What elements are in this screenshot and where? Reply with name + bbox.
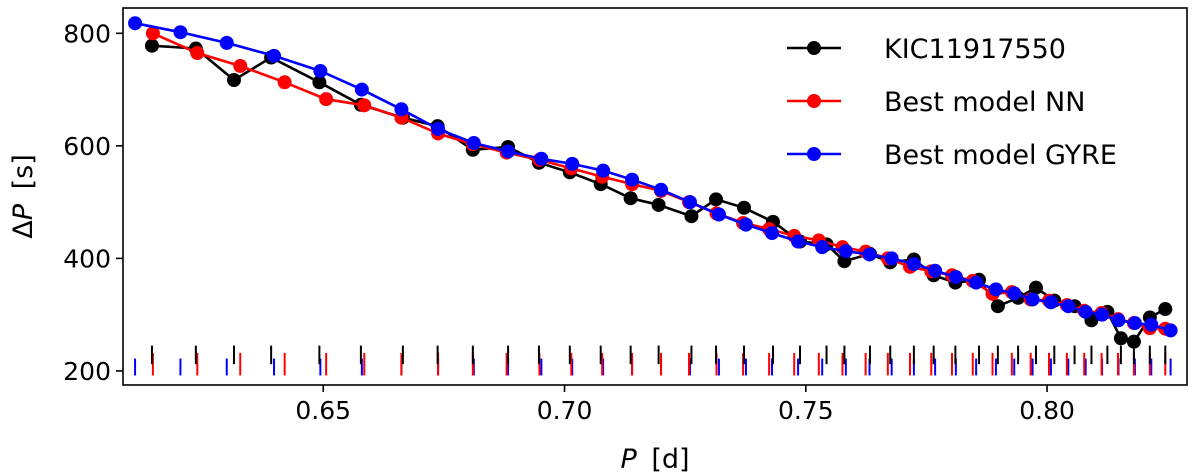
x-tick-label: 0.70: [537, 396, 593, 425]
data-point-gyre: [128, 16, 143, 31]
x-tick-label: 0.80: [1019, 396, 1075, 425]
y-tick-label: 400: [63, 244, 111, 273]
data-point-gyre: [948, 269, 963, 284]
data-point-gyre: [1144, 317, 1159, 332]
data-point-gyre: [625, 172, 640, 187]
data-point-gyre: [765, 226, 780, 241]
y-axis-prefix: Δ: [8, 220, 39, 239]
legend-entry-gyre: Best model GYRE: [787, 140, 1117, 171]
data-point-gyre: [738, 217, 753, 232]
data-point-nn: [190, 46, 205, 61]
data-point-gyre: [1095, 307, 1110, 322]
y-axis-unit: [s]: [8, 154, 39, 189]
data-point-gyre: [1025, 292, 1040, 307]
legend-entry-kic: KIC11917550: [787, 34, 1066, 65]
data-point-kic: [709, 192, 724, 207]
data-point-gyre: [682, 195, 697, 210]
data-point-gyre: [862, 247, 877, 262]
x-axis-symbol: P: [620, 444, 637, 475]
data-point-gyre: [654, 182, 669, 197]
data-point-kic: [1028, 280, 1043, 295]
series-line-gyre: [134, 21, 1171, 332]
legend-entry-nn: Best model NN: [787, 87, 1085, 118]
legend-marker-gyre: [807, 147, 821, 161]
axis-layer: 0.65 0.70 0.75 0.80 200 400 600 800: [63, 19, 1075, 425]
data-point-gyre: [596, 163, 611, 178]
data-point-nn: [357, 98, 372, 113]
data-point-gyre: [1111, 313, 1126, 328]
data-point-gyre: [988, 282, 1003, 297]
x-axis-unit: [d]: [651, 444, 689, 475]
data-point-gyre: [267, 48, 282, 63]
data-point-gyre: [501, 144, 516, 159]
data-point-kic: [1113, 331, 1128, 346]
data-point-gyre: [466, 136, 481, 151]
y-tick-label: 800: [63, 19, 111, 48]
data-point-gyre: [1007, 286, 1022, 301]
data-point-kic: [1126, 334, 1141, 349]
data-point-gyre: [838, 244, 853, 259]
y-axis-symbol: P: [8, 203, 39, 220]
x-tick-label: 0.65: [295, 396, 351, 425]
data-point-gyre: [394, 102, 409, 117]
data-point-nn: [319, 92, 334, 107]
y-tick-label: 200: [63, 357, 111, 386]
data-point-kic: [990, 299, 1005, 314]
legend-label-nn: Best model NN: [884, 87, 1085, 118]
data-point-gyre: [1163, 323, 1178, 338]
data-point-nn: [277, 75, 292, 90]
data-point-gyre: [354, 82, 369, 97]
plot-frame: [122, 7, 1188, 386]
data-point-kic: [144, 38, 159, 53]
series-line-nn: [152, 32, 1166, 330]
period-ticks-layer: [134, 345, 1172, 376]
legend-label-gyre: Best model GYRE: [884, 140, 1117, 171]
data-point-gyre: [173, 25, 188, 40]
data-point-nn: [145, 26, 160, 41]
data-point-gyre: [791, 234, 806, 249]
data-point-kic: [651, 197, 666, 212]
data-point-gyre: [815, 240, 830, 255]
legend: KIC11917550 Best model NN Best model GYR…: [787, 34, 1117, 171]
data-point-gyre: [928, 263, 943, 278]
data-point-gyre: [534, 151, 549, 166]
data-point-gyre: [1127, 316, 1142, 331]
data-point-gyre: [219, 35, 234, 50]
data-point-kic: [1158, 302, 1173, 317]
data-point-kic: [312, 75, 327, 90]
y-axis-label: ΔP [s]: [8, 154, 39, 239]
data-point-kic: [623, 191, 638, 206]
y-tick-label: 600: [63, 132, 111, 161]
data-point-kic: [684, 209, 699, 224]
data-point-kic: [737, 200, 752, 215]
data-point-gyre: [1061, 299, 1076, 314]
series-layer: [128, 16, 1178, 349]
data-point-gyre: [969, 275, 984, 290]
data-point-gyre: [431, 121, 446, 136]
legend-marker-kic: [807, 41, 821, 55]
x-tick-label: 0.75: [778, 396, 834, 425]
data-point-gyre: [1078, 304, 1093, 319]
data-point-gyre: [884, 251, 899, 266]
x-axis-label: P [d]: [620, 444, 689, 475]
legend-marker-nn: [807, 94, 821, 108]
data-point-gyre: [313, 64, 328, 79]
data-point-kic: [226, 73, 241, 88]
data-point-gyre: [565, 156, 580, 171]
data-point-gyre: [711, 207, 726, 222]
data-point-nn: [233, 58, 248, 73]
legend-label-kic: KIC11917550: [884, 34, 1066, 65]
data-point-gyre: [906, 257, 921, 272]
data-point-gyre: [1043, 295, 1058, 310]
